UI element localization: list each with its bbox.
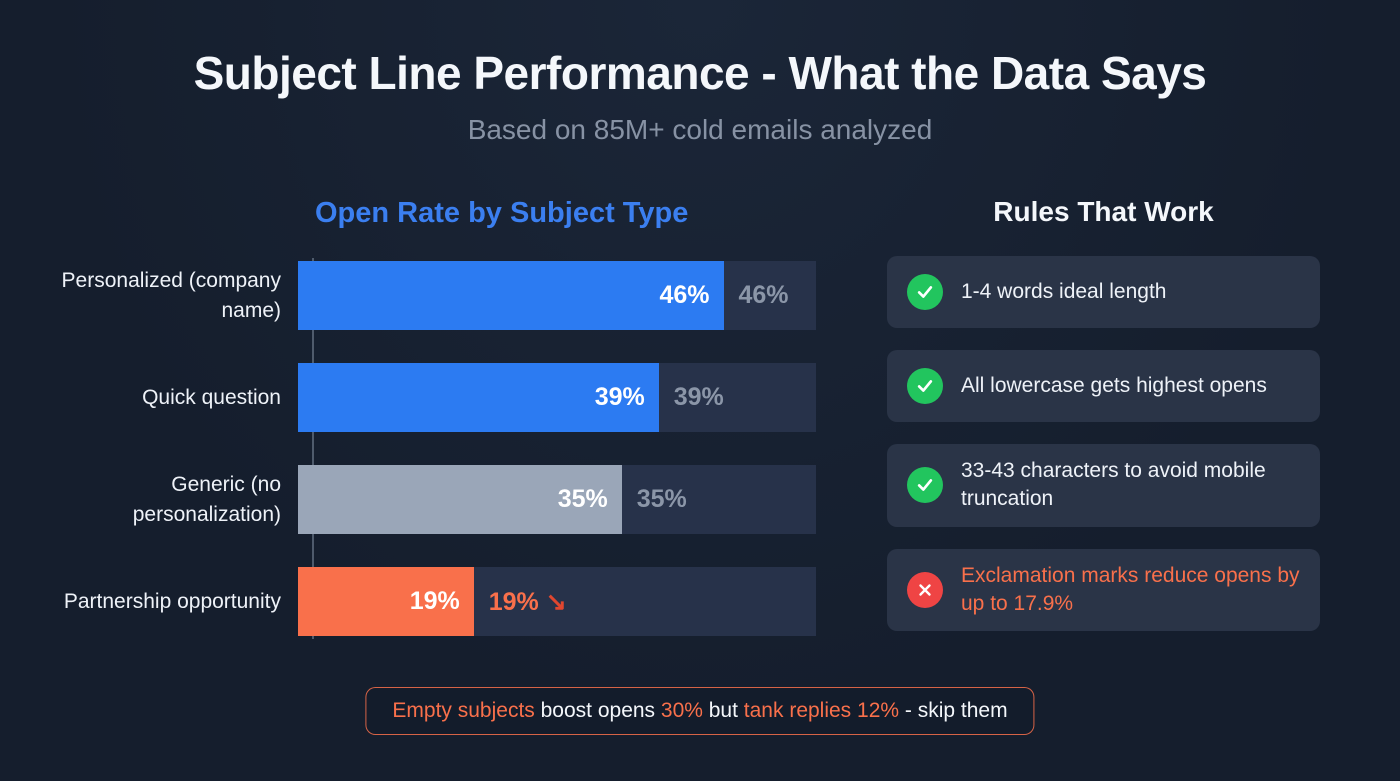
bar-fill: 39%: [298, 363, 659, 432]
y-axis-line: [312, 258, 314, 639]
bar-row: Quick question 39% 39%: [35, 363, 835, 432]
bar-outside-label: 46%: [738, 281, 789, 309]
bar-outside-label: 19% ↘: [488, 587, 567, 616]
bar-track: 46% 46%: [298, 261, 816, 330]
bar-fill: 19%: [298, 567, 474, 636]
rule-card: 33-43 characters to avoid mobile truncat…: [887, 444, 1320, 527]
page-subtitle: Based on 85M+ cold emails analyzed: [467, 114, 933, 145]
callout-segment: - skip them: [899, 699, 1008, 722]
bar-fill: 35%: [298, 465, 622, 534]
bar-value-label: 46%: [659, 281, 710, 309]
callout-segment: but: [702, 699, 744, 722]
check-icon: [907, 274, 943, 310]
bar-outside-label: 35%: [636, 485, 687, 513]
trend-down-icon: ↘: [545, 587, 567, 616]
callout-segment: 30%: [660, 699, 703, 722]
bar-row: Partnership opportunity 19% 19% ↘: [35, 567, 835, 636]
category-label: Quick question: [142, 385, 281, 409]
callout-banner: Empty subjects boost opens 30% but tank …: [365, 687, 1035, 735]
rules-heading: Rules That Work: [993, 196, 1214, 227]
category-label: Partnership opportunity: [63, 589, 281, 613]
bar-track: 19% 19% ↘: [298, 567, 816, 636]
rules-list: 1-4 words ideal length All lowercase get…: [887, 256, 1320, 632]
bar-track: 35% 35%: [298, 465, 816, 534]
x-icon: [907, 572, 943, 609]
rule-text: All lowercase gets highest opens: [961, 373, 1267, 397]
category-label: Generic (no personalization): [132, 473, 281, 526]
page-title: Subject Line Performance - What the Data…: [193, 47, 1207, 99]
bar-chart: Personalized (company name) 46% 46% Quic…: [35, 258, 835, 639]
bar-track: 39% 39%: [298, 363, 816, 432]
callout-segment: Empty subjects: [392, 699, 535, 722]
chart-heading: Open Rate by Subject Type: [315, 197, 689, 229]
bar-row: Personalized (company name) 46% 46%: [35, 261, 835, 330]
rule-card: All lowercase gets highest opens: [887, 350, 1320, 422]
rules-section: Rules That Work 1-4 words ideal length A…: [887, 196, 1320, 632]
check-icon: [907, 368, 943, 404]
bar-row: Generic (no personalization) 35% 35%: [35, 465, 835, 534]
bar-outside-label: 39%: [673, 383, 724, 411]
bar-value-label: 19%: [409, 587, 460, 615]
category-label: Personalized (company name): [61, 269, 281, 322]
check-icon: [907, 467, 943, 504]
rule-text: 33-43 characters to avoid mobile truncat…: [961, 459, 1266, 511]
bar-fill: 46%: [298, 261, 724, 330]
bar-value-label: 39%: [594, 383, 645, 411]
rule-card: Exclamation marks reduce opens by up to …: [887, 548, 1320, 632]
rule-text: Exclamation marks reduce opens by up to …: [961, 563, 1300, 616]
rule-text: 1-4 words ideal length: [961, 279, 1167, 303]
rule-card: 1-4 words ideal length: [887, 256, 1320, 328]
bar-value-label: 35%: [557, 485, 608, 513]
callout-segment: boost opens: [534, 699, 661, 722]
callout-segment: tank replies 12%: [743, 699, 900, 722]
